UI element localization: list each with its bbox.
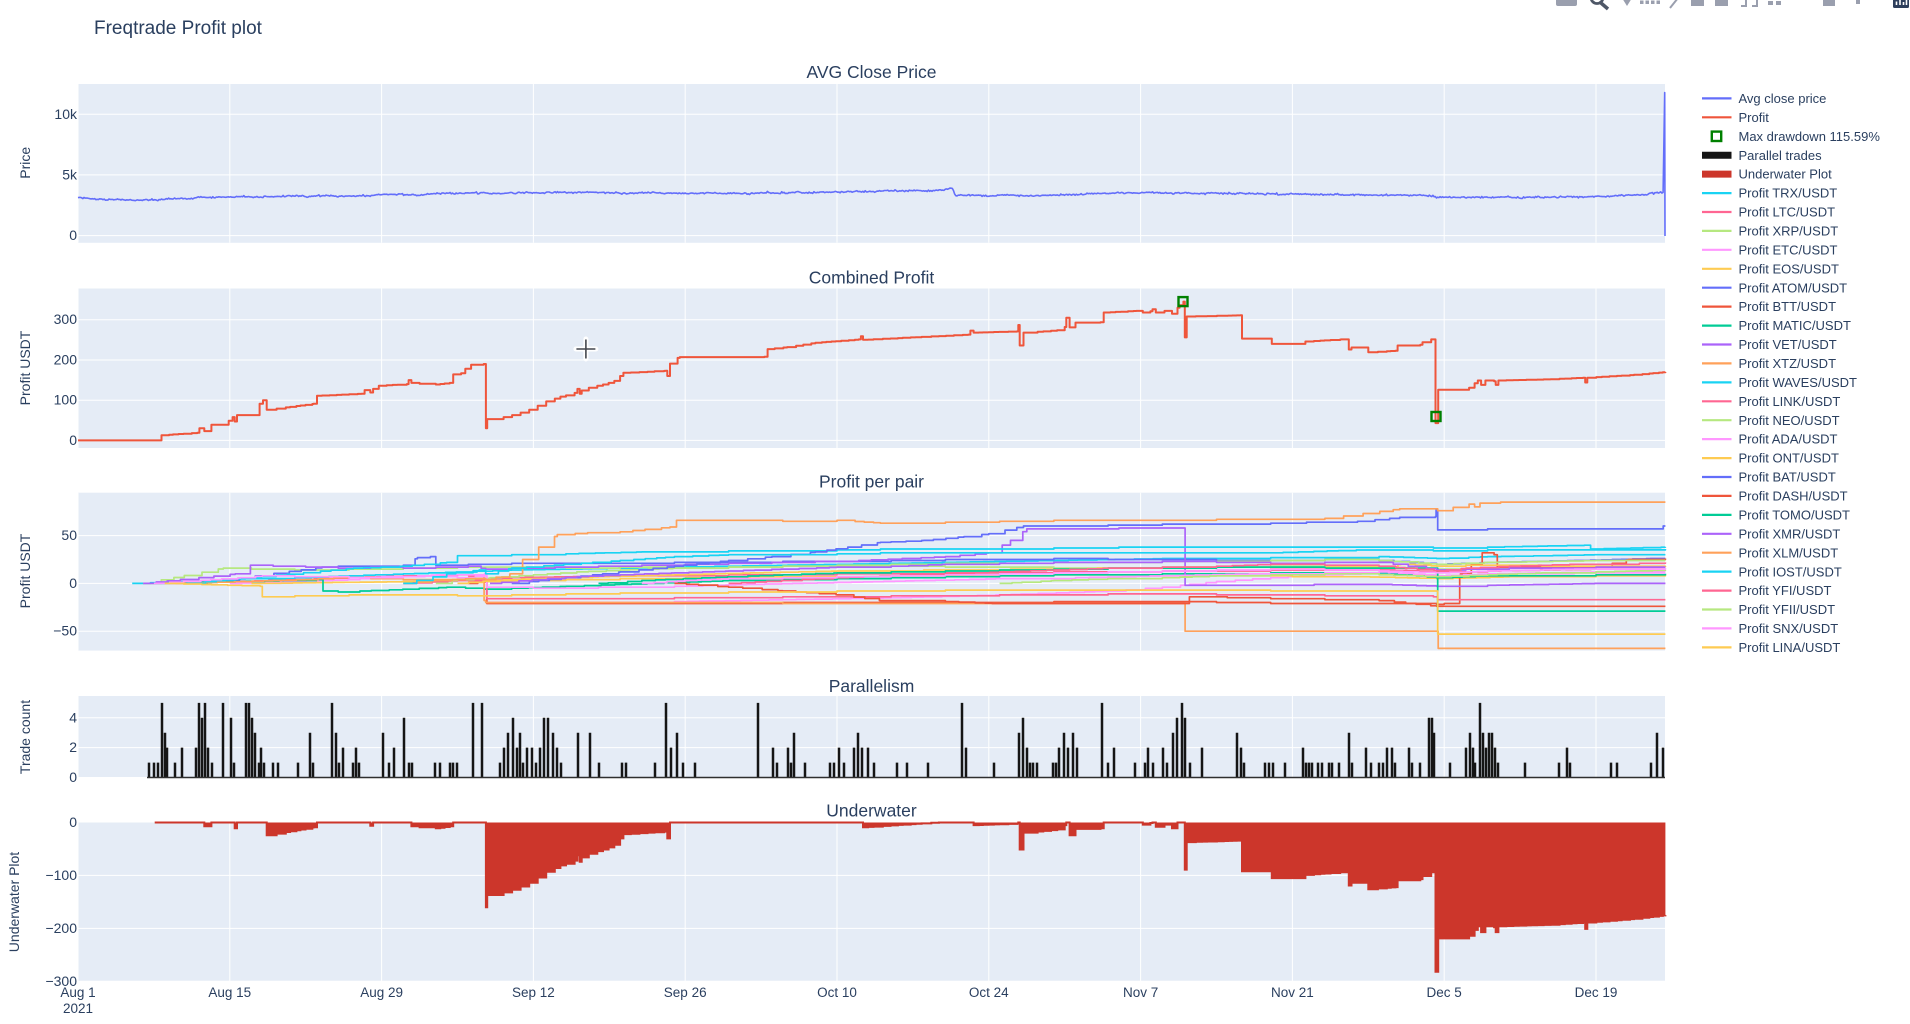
- svg-text:Profit USDT: Profit USDT: [17, 330, 33, 405]
- svg-text:Underwater Plot: Underwater Plot: [6, 852, 22, 952]
- svg-text:Nov 21: Nov 21: [1271, 985, 1314, 1000]
- svg-text:Oct 24: Oct 24: [969, 985, 1009, 1000]
- svg-text:Aug 1: Aug 1: [60, 985, 95, 1000]
- svg-text:Profit ONT/USDT: Profit ONT/USDT: [1739, 451, 1839, 466]
- svg-text:300: 300: [54, 311, 78, 327]
- svg-text:Profit TRX/USDT: Profit TRX/USDT: [1739, 186, 1838, 201]
- svg-text:Profit YFI/USDT: Profit YFI/USDT: [1739, 583, 1832, 598]
- svg-text:50: 50: [61, 527, 77, 543]
- svg-text:2: 2: [69, 739, 77, 755]
- svg-text:Profit: Profit: [1739, 110, 1770, 125]
- svg-text:10k: 10k: [54, 106, 78, 122]
- svg-text:Freqtrade Profit plot: Freqtrade Profit plot: [94, 18, 263, 39]
- svg-text:Profit TOMO/USDT: Profit TOMO/USDT: [1739, 507, 1851, 522]
- svg-text:−200: −200: [45, 920, 77, 936]
- svg-text:Profit EOS/USDT: Profit EOS/USDT: [1739, 261, 1839, 276]
- svg-text:Profit VET/USDT: Profit VET/USDT: [1739, 337, 1837, 352]
- svg-text:Profit XLM/USDT: Profit XLM/USDT: [1739, 545, 1839, 560]
- svg-text:Oct 10: Oct 10: [817, 985, 857, 1000]
- svg-text:0: 0: [69, 575, 77, 591]
- svg-text:Trade count: Trade count: [17, 700, 33, 774]
- svg-text:Profit XTZ/USDT: Profit XTZ/USDT: [1739, 356, 1837, 371]
- svg-text:0: 0: [69, 814, 77, 830]
- svg-text:Profit XMR/USDT: Profit XMR/USDT: [1739, 526, 1841, 541]
- svg-text:Underwater Plot: Underwater Plot: [1739, 167, 1833, 182]
- svg-text:Underwater: Underwater: [826, 801, 917, 821]
- svg-text:Profit NEO/USDT: Profit NEO/USDT: [1739, 413, 1840, 428]
- svg-text:−50: −50: [53, 623, 77, 639]
- svg-text:0: 0: [69, 227, 77, 243]
- svg-text:Profit USDT: Profit USDT: [17, 533, 33, 608]
- svg-text:4: 4: [69, 709, 77, 725]
- svg-text:Aug 29: Aug 29: [360, 985, 403, 1000]
- svg-text:Profit per pair: Profit per pair: [819, 472, 924, 492]
- svg-text:Profit DASH/USDT: Profit DASH/USDT: [1739, 489, 1848, 504]
- svg-text:AVG Close Price: AVG Close Price: [807, 62, 937, 82]
- svg-text:Profit ETC/USDT: Profit ETC/USDT: [1739, 242, 1838, 257]
- svg-text:0: 0: [69, 769, 77, 785]
- svg-text:Sep 26: Sep 26: [664, 985, 707, 1000]
- svg-text:Aug 15: Aug 15: [208, 985, 251, 1000]
- svg-text:Profit ADA/USDT: Profit ADA/USDT: [1739, 432, 1838, 447]
- svg-text:Price: Price: [17, 147, 33, 179]
- svg-text:Dec 19: Dec 19: [1575, 985, 1618, 1000]
- svg-text:Dec 5: Dec 5: [1427, 985, 1462, 1000]
- svg-text:100: 100: [54, 392, 78, 408]
- svg-text:Profit YFII/USDT: Profit YFII/USDT: [1739, 602, 1836, 617]
- svg-text:2021: 2021: [63, 1001, 93, 1016]
- svg-text:5k: 5k: [62, 166, 78, 182]
- svg-text:Parallel trades: Parallel trades: [1739, 148, 1823, 163]
- svg-text:Profit IOST/USDT: Profit IOST/USDT: [1739, 564, 1842, 579]
- svg-text:Profit LINK/USDT: Profit LINK/USDT: [1739, 394, 1841, 409]
- svg-text:Profit LTC/USDT: Profit LTC/USDT: [1739, 205, 1836, 220]
- svg-text:−100: −100: [45, 867, 77, 883]
- svg-text:Parallelism: Parallelism: [829, 676, 915, 696]
- svg-text:Profit BTT/USDT: Profit BTT/USDT: [1739, 299, 1837, 314]
- svg-text:Profit SNX/USDT: Profit SNX/USDT: [1739, 621, 1839, 636]
- svg-text:Profit BAT/USDT: Profit BAT/USDT: [1739, 470, 1836, 485]
- svg-text:Max drawdown 115.59%: Max drawdown 115.59%: [1739, 129, 1881, 144]
- svg-text:Avg close price: Avg close price: [1739, 91, 1827, 106]
- svg-text:200: 200: [54, 351, 78, 367]
- svg-text:−300: −300: [45, 973, 77, 989]
- svg-text:0: 0: [69, 432, 77, 448]
- svg-text:Profit ATOM/USDT: Profit ATOM/USDT: [1739, 280, 1848, 295]
- svg-text:Profit XRP/USDT: Profit XRP/USDT: [1739, 224, 1839, 239]
- svg-text:Profit MATIC/USDT: Profit MATIC/USDT: [1739, 318, 1851, 333]
- svg-text:Profit LINA/USDT: Profit LINA/USDT: [1739, 640, 1841, 655]
- svg-text:Sep 12: Sep 12: [512, 985, 555, 1000]
- svg-text:Combined Profit: Combined Profit: [809, 268, 935, 288]
- svg-text:Profit WAVES/USDT: Profit WAVES/USDT: [1739, 375, 1858, 390]
- svg-text:Nov 7: Nov 7: [1123, 985, 1158, 1000]
